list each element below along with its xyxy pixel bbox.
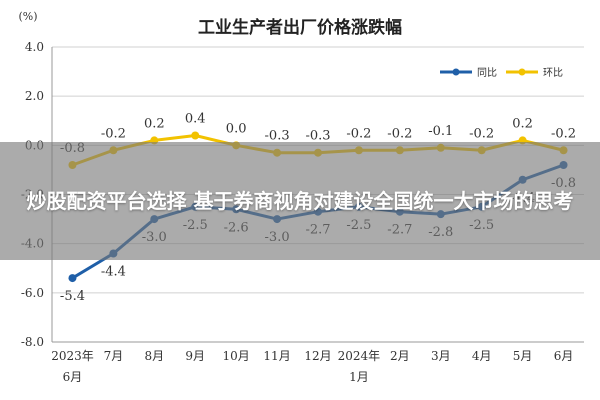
series-point <box>68 274 77 283</box>
y-unit-label: (%) <box>18 10 37 23</box>
data-label: -0.3 <box>305 129 330 144</box>
y-tick-label: 4.0 <box>25 40 44 54</box>
data-label: 0.4 <box>185 112 206 127</box>
series-point <box>191 131 200 140</box>
chart-title: 工业生产者出厂价格涨跌幅 <box>198 17 402 38</box>
data-label: -0.2 <box>551 126 576 141</box>
y-tick-label: 2.0 <box>25 89 44 103</box>
x-tick-label: 2024年 1月 <box>338 349 381 384</box>
x-tick-label: 11月 <box>263 349 290 363</box>
x-tick-label: 5月 <box>513 349 533 363</box>
data-label: -5.4 <box>60 289 85 304</box>
overlay-banner: 炒股配资平台选择 基于券商视角对建设全国统一大市场的思考 <box>0 142 600 260</box>
x-tick-label: 6月 <box>554 349 574 363</box>
y-tick-label: -8.0 <box>21 335 44 349</box>
legend-swatch-marker <box>518 68 526 76</box>
data-label: -0.2 <box>469 126 494 141</box>
x-tick-label: 7月 <box>104 349 124 363</box>
data-label: -0.2 <box>387 126 412 141</box>
legend-label: 同比 <box>477 67 497 79</box>
data-label: -0.1 <box>428 124 453 139</box>
data-label: -0.2 <box>101 126 126 141</box>
data-label: -0.3 <box>265 129 290 144</box>
banner-headline[interactable]: 炒股配资平台选择 基于券商视角对建设全国统一大市场的思考 <box>26 189 574 213</box>
legend: 同比 环比 <box>440 67 563 79</box>
x-tick-label: 9月 <box>185 349 205 363</box>
x-tick-label: 3月 <box>431 349 451 363</box>
x-tick-label: 2月 <box>390 349 410 363</box>
data-label: 0.2 <box>144 116 165 131</box>
legend-label: 环比 <box>543 67 563 79</box>
x-tick-label: 8月 <box>144 349 164 363</box>
y-tick-label: -6.0 <box>21 286 44 300</box>
data-label: -4.4 <box>101 265 126 280</box>
data-label: -0.2 <box>346 126 371 141</box>
x-tick-label: 12月 <box>304 349 331 363</box>
legend-swatch-marker <box>452 68 460 76</box>
x-tick-label: 2023年 6月 <box>51 349 94 384</box>
data-label: 0.0 <box>226 121 247 136</box>
x-tick-label: 4月 <box>472 349 492 363</box>
x-tick-label: 10月 <box>223 349 250 363</box>
data-label: 0.2 <box>512 116 533 131</box>
